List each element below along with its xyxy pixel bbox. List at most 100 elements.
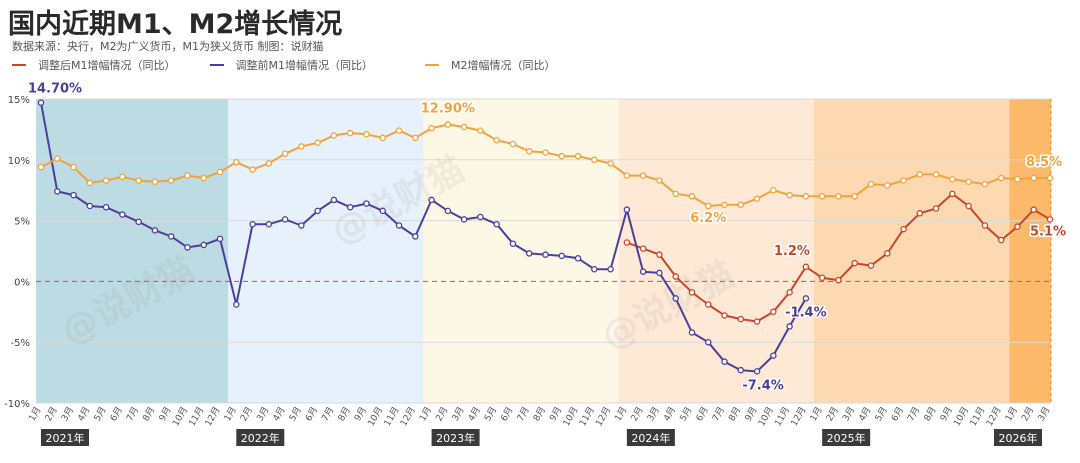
year-label: 2026年 [999,431,1038,445]
data-point [900,177,907,184]
x-tick-label: 9月 [157,405,174,423]
data-point [965,178,972,185]
data-point [119,211,126,218]
data-point [184,244,191,251]
year-label: 2024年 [631,431,670,445]
x-tick-label: 6月 [108,405,125,423]
data-label-halo: 8.5% [1026,155,1062,170]
data-point [607,160,614,167]
data-point [330,132,338,139]
data-point [802,295,810,302]
data-point [1030,174,1037,182]
x-tick-label: 6月 [889,405,906,423]
data-point [184,172,191,179]
data-point [867,262,875,269]
x-tick-label: 2月 [434,405,451,423]
x-tick-label: 10月 [170,405,190,428]
data-label: -1.4% [785,305,826,320]
year-label-box [41,429,89,446]
data-point [997,174,1005,182]
data-point [395,222,403,229]
x-tick-label: 1月 [1003,405,1020,423]
data-point [265,220,273,228]
year-label: 2025年 [827,431,866,445]
legend-label-adjusted-m1: 调整后M1增幅情况（同比） [38,59,176,72]
x-tick-label: 5月 [678,405,695,423]
y-tick-label: -10% [4,399,30,410]
x-tick-label: 8月 [531,405,548,423]
x-tick-label: 3月 [450,405,467,423]
data-point [753,318,761,325]
x-tick-label: 1月 [222,405,239,423]
data-point [444,207,452,215]
data-point [1014,176,1021,183]
data-point [770,308,777,316]
legend-label-pre-adjust-m1: 调整前M1增幅情况（同比） [235,59,374,72]
x-tick-label: 1月 [417,405,434,423]
x-tick-label: 5月 [92,405,109,423]
data-point [86,202,94,210]
data-point [737,366,745,374]
data-point [444,121,452,128]
x-tick-label: 10月 [756,405,776,428]
x-tick-label: 9月 [743,405,760,423]
x-tick-label: 6月 [499,405,516,423]
data-point [119,173,126,181]
data-point [981,222,989,229]
data-point [574,152,582,160]
x-tick-label: 7月 [906,405,923,423]
data-point [167,233,175,240]
data-label: 5.1% [1030,224,1066,239]
x-tick-label: 6月 [694,405,711,423]
data-label-halo: -7.4% [742,378,783,393]
year-label: 2023年 [436,431,475,445]
legend-item-adjusted-m1: 调整后M1增幅情况（同比） [12,57,176,73]
data-point [558,152,566,160]
data-point [298,143,305,150]
data-point [916,210,924,217]
x-tick-label: 5月 [482,405,499,423]
year-label: 2022年 [241,431,280,445]
year-label: 2021年 [46,431,85,445]
data-point [216,235,224,243]
data-point [1046,174,1054,182]
data-point [346,203,354,211]
data-point [135,177,142,184]
data-point [949,176,956,183]
x-tick-label: 11月 [382,405,402,428]
data-label-halo: 12.90% [421,102,475,117]
data-point [835,193,842,200]
year-label-box [236,429,285,446]
year-band-0 [36,99,229,403]
data-point [688,193,696,200]
data-point [379,207,387,215]
data-point [884,182,891,189]
year-band-4 [814,99,1010,403]
year-band-5 [1009,99,1051,403]
x-tick-label: 4月 [661,405,678,423]
data-point [688,289,696,296]
data-point [330,196,338,204]
data-point [167,177,175,184]
data-label-halo: -1.4% [785,305,826,320]
data-label: 8.5% [1026,155,1062,170]
data-point [37,99,45,106]
data-point [623,172,631,179]
data-point [591,156,598,164]
data-point [639,245,647,252]
data-point [525,250,533,257]
data-point [54,155,61,162]
data-point [1014,223,1021,230]
x-tick-label: 9月 [547,405,564,423]
data-point [249,166,256,173]
legend-label-m2: M2增幅情况（同比） [451,59,556,72]
data-point [314,207,321,215]
data-point [493,220,500,228]
data-label: 1.2% [774,244,810,259]
data-point [281,150,289,157]
data-point [54,188,61,195]
x-tick-label: 2月 [824,405,841,423]
data-point [558,252,566,260]
y-tick-label: -5% [11,338,30,349]
data-point [363,131,370,138]
